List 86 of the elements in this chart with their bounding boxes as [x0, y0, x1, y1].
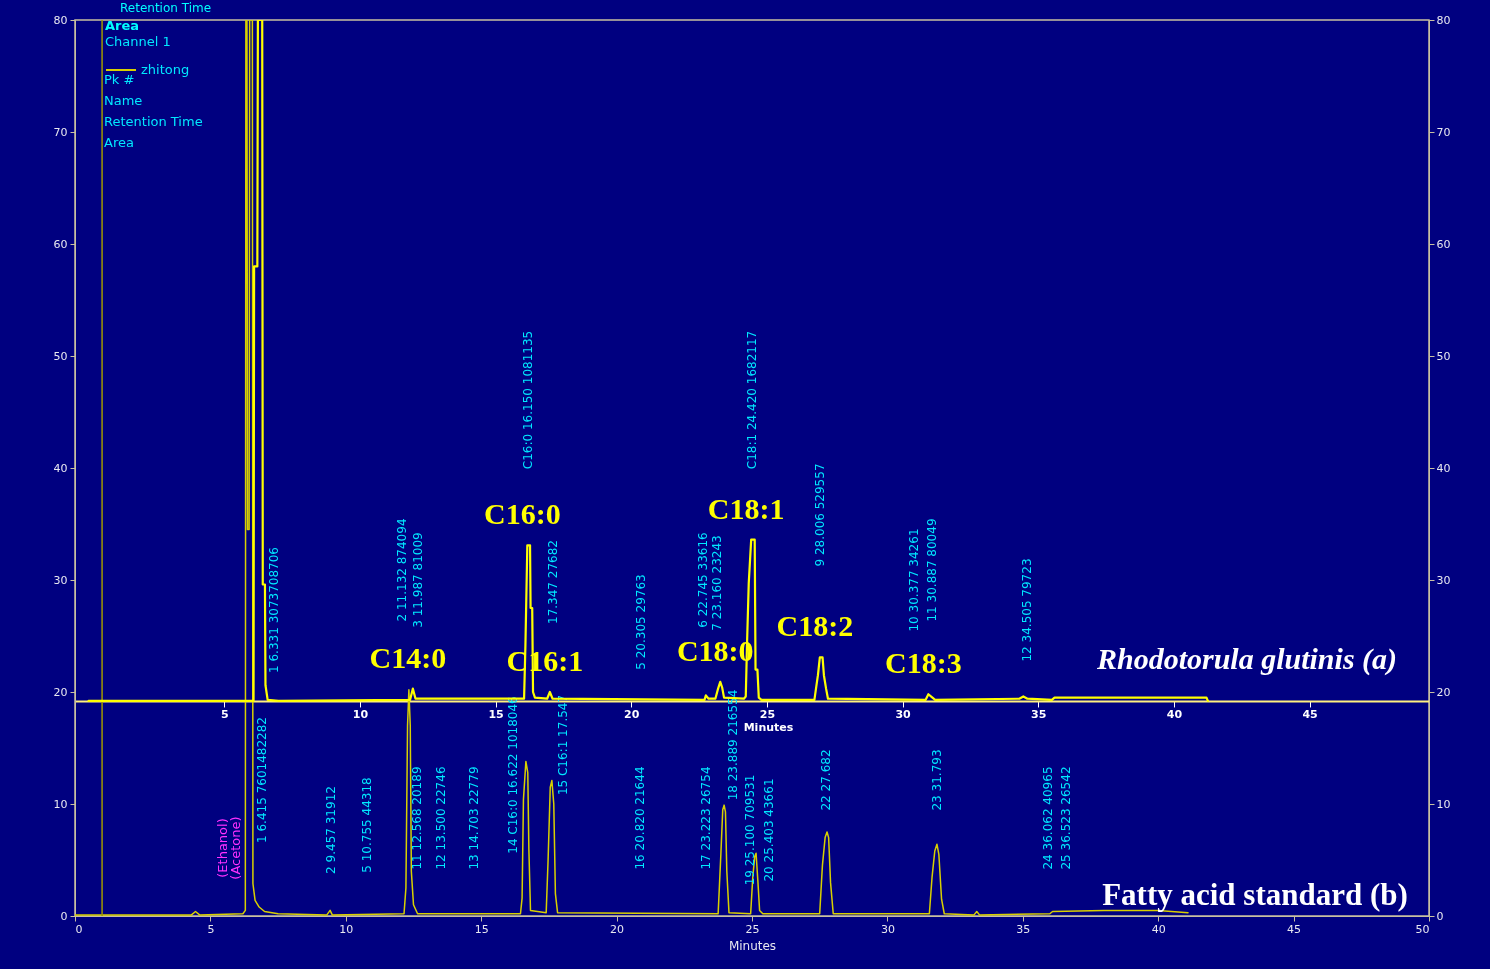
annotation: 12 13.500 22746 [434, 766, 448, 870]
x2-tick-label: 10 [352, 708, 369, 722]
y2-tick-label: 10 [1436, 797, 1451, 811]
annotation: 24 36.062 40965 [1041, 766, 1055, 870]
y-tick-label: 60 [53, 237, 68, 251]
annotation: 3 11.987 81009 [411, 532, 425, 628]
annotation: 2 11.132 874094 [395, 518, 409, 622]
annotation: Area [105, 18, 140, 33]
annotation: 19 25.100 709531 [743, 774, 757, 886]
annotation: 17 23.223 26754 [699, 766, 713, 870]
y2-tick-label: 50 [1436, 349, 1451, 363]
data-label: C18:1 [707, 491, 785, 525]
x2-tick-label: 30 [895, 708, 912, 722]
annotation: 1 6.331 3073708706 [267, 547, 281, 673]
y-tick-label: 10 [53, 797, 68, 811]
annotation: 22 27.682 [819, 749, 833, 811]
x-tick-label: 40 [1151, 922, 1166, 936]
y-tick-label: 20 [53, 685, 68, 699]
data-label: C18:2 [776, 609, 854, 643]
x-tick-label: 45 [1287, 922, 1302, 936]
x-tick-label: 20 [610, 922, 625, 936]
y-tick-label: 50 [53, 349, 68, 363]
annotation: 2 9.457 31912 [324, 786, 338, 874]
annotation: (Ethanol) [215, 818, 230, 878]
annotation: C16:0 16.150 1081135 [521, 330, 535, 470]
x2-tick-label: 40 [1166, 708, 1183, 722]
annotation: 23 31.793 [930, 749, 944, 811]
x-tick-label: 15 [474, 922, 489, 936]
annotation: Fatty acid standard (b) [1102, 877, 1408, 912]
annotation: 11 12.568 20189 [410, 766, 424, 870]
annotation: 12 34.505 79723 [1020, 558, 1034, 662]
x2-tick-label: 45 [1302, 708, 1318, 722]
y2-tick-label: 70 [1436, 125, 1451, 139]
annotation: Retention Time [104, 114, 203, 129]
y-tick-label: 30 [53, 573, 68, 587]
annotation: 10 30.377 34261 [907, 528, 921, 632]
annotation: 11 30.887 80049 [925, 518, 939, 622]
x2-tick-label: 5 [220, 708, 229, 722]
annotation: 17.347 27682 [546, 540, 560, 624]
y2-tick-label: 0 [1436, 909, 1444, 923]
annotation: 13 14.703 22779 [467, 766, 481, 870]
x-tick-label: 35 [1016, 922, 1031, 936]
x-tick-label: 5 [207, 922, 215, 936]
legend-label: zhitong [141, 62, 190, 77]
y-tick-label: 80 [53, 13, 68, 27]
y-tick-label: 40 [53, 461, 68, 475]
data-label: C14:0 [369, 640, 447, 674]
y2-tick-label: 20 [1436, 685, 1451, 699]
annotation: 5 10.755 44318 [360, 777, 374, 873]
data-label: C16:0 [484, 497, 561, 531]
y2-tick-label: 80 [1436, 13, 1451, 27]
x-tick-label: 30 [880, 922, 895, 936]
y2-tick-label: 40 [1436, 461, 1451, 475]
y2-tick-label: 60 [1436, 237, 1451, 251]
legend-title: Channel 1 [105, 34, 171, 49]
annotation: 5 20.305 29763 [634, 574, 648, 670]
x2-tick-label: 25 [759, 708, 776, 722]
x2-tick-label: 20 [624, 708, 640, 722]
y2-tick-label: 30 [1436, 573, 1451, 587]
annotation: Name [104, 93, 143, 108]
annotation: Rhodotorula glutinis (a) [1095, 642, 1398, 676]
annotation: 20 25.403 43661 [762, 778, 776, 882]
annotation: 6 22.745 33616 [696, 532, 710, 628]
annotation: Area [104, 135, 134, 150]
annotation: 1 6.415 7601482282 [255, 717, 269, 843]
x-tick-label: 10 [339, 922, 354, 936]
annotation: 14 C16:0 16.622 1018046 [506, 696, 520, 854]
x-tick-label: 25 [745, 922, 760, 936]
annotation: 18 23.889 216554 [726, 689, 740, 801]
data-label: C18:3 [885, 646, 962, 680]
annotation: C18:1 24.420 1682117 [745, 330, 759, 470]
annotation: 9 28.006 529557 [813, 463, 827, 567]
x-tick-label: 50 [1415, 922, 1430, 936]
x2-tick-label: 15 [488, 708, 504, 722]
annotation: 16 20.820 21644 [633, 766, 647, 870]
annotation: 25 36.523 26542 [1059, 766, 1073, 870]
text: Retention Time [120, 1, 212, 15]
x-tick-label: 0 [75, 922, 83, 936]
annotation: 7 23.160 23243 [710, 535, 724, 631]
y-tick-label: 0 [60, 909, 68, 923]
annotation: (Acetone) [228, 816, 243, 880]
x2-axis-title: Minutes [743, 721, 794, 735]
x-axis-title: Minutes [728, 938, 777, 953]
y-tick-label: 70 [53, 125, 68, 139]
annotation: Pk # [104, 72, 135, 87]
x2-tick-label: 35 [1031, 708, 1047, 722]
